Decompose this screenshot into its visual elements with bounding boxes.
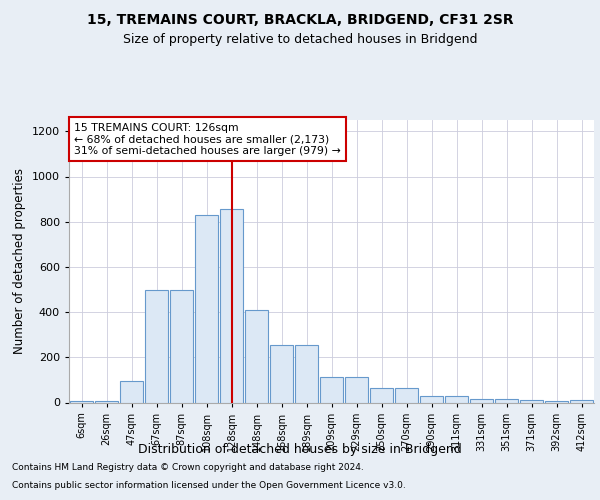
Text: Contains public sector information licensed under the Open Government Licence v3: Contains public sector information licen… xyxy=(12,481,406,490)
Bar xyxy=(569,400,593,402)
Bar xyxy=(494,399,518,402)
Bar xyxy=(320,376,343,402)
Text: 15 TREMAINS COURT: 126sqm
← 68% of detached houses are smaller (2,173)
31% of se: 15 TREMAINS COURT: 126sqm ← 68% of detac… xyxy=(74,123,341,156)
Bar xyxy=(419,396,443,402)
Bar xyxy=(344,376,368,402)
Text: 15, TREMAINS COURT, BRACKLA, BRIDGEND, CF31 2SR: 15, TREMAINS COURT, BRACKLA, BRIDGEND, C… xyxy=(86,12,514,26)
Bar xyxy=(395,388,418,402)
Y-axis label: Number of detached properties: Number of detached properties xyxy=(13,168,26,354)
Bar xyxy=(470,399,493,402)
Bar xyxy=(220,210,244,402)
Bar xyxy=(295,345,319,403)
Bar xyxy=(119,381,143,402)
Bar xyxy=(370,388,394,402)
Text: Distribution of detached houses by size in Bridgend: Distribution of detached houses by size … xyxy=(138,442,462,456)
Bar xyxy=(145,290,169,403)
Bar xyxy=(194,215,218,402)
Bar xyxy=(269,345,293,403)
Bar xyxy=(170,290,193,403)
Bar xyxy=(445,396,469,402)
Text: Size of property relative to detached houses in Bridgend: Size of property relative to detached ho… xyxy=(123,32,477,46)
Bar xyxy=(520,400,544,402)
Bar xyxy=(245,310,268,402)
Text: Contains HM Land Registry data © Crown copyright and database right 2024.: Contains HM Land Registry data © Crown c… xyxy=(12,464,364,472)
